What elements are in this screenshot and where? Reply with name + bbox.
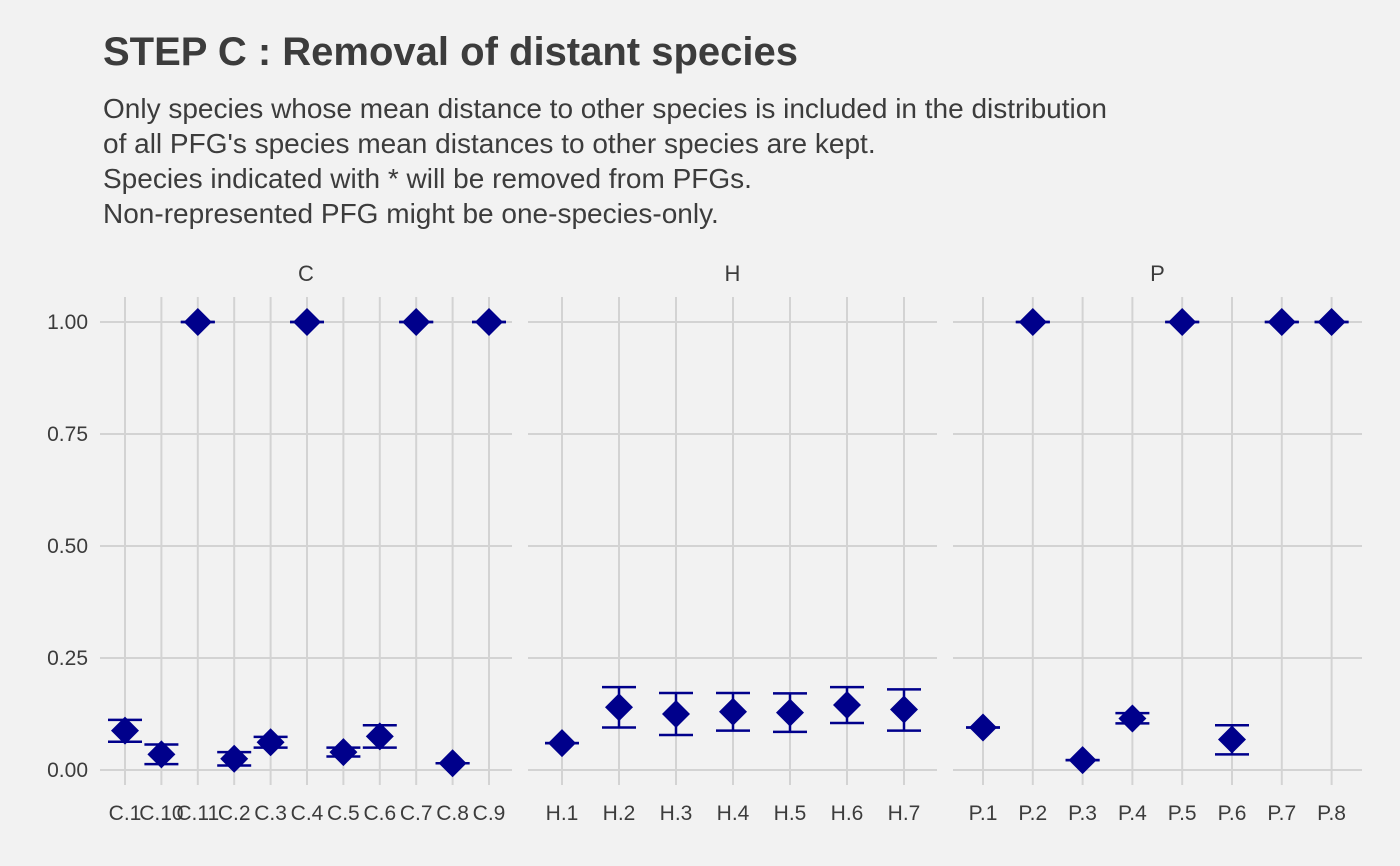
x-tick-label: C.3 bbox=[254, 802, 287, 825]
data-point bbox=[548, 729, 576, 758]
x-tick-label: H.7 bbox=[888, 802, 921, 825]
x-tick-label: C.1 bbox=[109, 802, 142, 825]
x-tick-label: H.3 bbox=[660, 802, 693, 825]
chart-subtitle: Only species whose mean distance to othe… bbox=[103, 91, 1107, 231]
data-point bbox=[890, 695, 918, 724]
y-tick-label: 0.75 bbox=[47, 423, 88, 446]
x-tick-label: C.2 bbox=[218, 802, 251, 825]
x-tick-label: P.5 bbox=[1168, 802, 1197, 825]
x-tick-label: C.4 bbox=[291, 802, 324, 825]
x-tick-label: C.5 bbox=[327, 802, 360, 825]
x-tick-label: H.1 bbox=[546, 802, 579, 825]
data-point bbox=[293, 308, 321, 336]
facet-strip-label: H bbox=[725, 261, 741, 286]
data-point bbox=[147, 740, 176, 769]
x-tick-label: P.6 bbox=[1218, 802, 1247, 825]
x-tick-label: H.5 bbox=[774, 802, 807, 825]
subtitle-line: Species indicated with * will be removed… bbox=[103, 163, 752, 194]
subtitle-line: of all PFG's species mean distances to o… bbox=[103, 128, 876, 159]
data-point bbox=[662, 700, 690, 728]
x-tick-label: P.3 bbox=[1068, 802, 1097, 825]
data-point bbox=[183, 308, 212, 336]
data-point bbox=[111, 716, 139, 745]
x-tick-label: C.7 bbox=[400, 802, 433, 825]
chart-title: STEP C : Removal of distant species bbox=[103, 30, 799, 74]
data-point bbox=[833, 691, 861, 720]
data-point bbox=[1118, 704, 1147, 733]
facet-strip-label: P bbox=[1150, 261, 1165, 286]
x-tick-label: P.1 bbox=[969, 802, 998, 825]
x-tick-label: C.10 bbox=[139, 802, 183, 825]
subtitle-line: Only species whose mean distance to othe… bbox=[103, 93, 1107, 124]
x-tick-label: H.4 bbox=[717, 802, 750, 825]
y-tick-label: 0.25 bbox=[47, 647, 88, 670]
data-point bbox=[329, 738, 358, 767]
data-point bbox=[1317, 308, 1346, 336]
data-point bbox=[365, 722, 394, 751]
data-point bbox=[438, 749, 467, 778]
y-tick-label: 1.00 bbox=[47, 311, 88, 334]
data-point bbox=[1168, 308, 1197, 336]
x-tick-label: C.8 bbox=[436, 802, 469, 825]
data-point bbox=[402, 308, 431, 336]
data-point bbox=[776, 698, 804, 727]
data-point bbox=[220, 744, 249, 773]
x-tick-label: C.9 bbox=[473, 802, 506, 825]
data-point bbox=[475, 308, 503, 336]
subtitle-line: Non-represented PFG might be one-species… bbox=[103, 198, 719, 229]
data-point bbox=[1267, 308, 1296, 336]
y-tick-label: 0.50 bbox=[47, 535, 88, 558]
x-tick-label: P.8 bbox=[1317, 802, 1346, 825]
y-tick-label: 0.00 bbox=[47, 759, 88, 782]
x-tick-label: H.2 bbox=[603, 802, 636, 825]
data-point bbox=[256, 728, 285, 757]
data-point bbox=[1068, 746, 1097, 775]
data-point bbox=[1218, 725, 1246, 754]
x-tick-label: C.6 bbox=[363, 802, 396, 825]
x-tick-label: H.6 bbox=[831, 802, 864, 825]
data-point bbox=[605, 693, 633, 722]
data-point bbox=[969, 713, 997, 742]
facet-strip-label: C bbox=[298, 261, 314, 286]
x-tick-label: P.7 bbox=[1267, 802, 1296, 825]
x-tick-label: P.4 bbox=[1118, 802, 1147, 825]
data-point bbox=[719, 697, 747, 726]
data-point bbox=[1018, 308, 1047, 336]
x-tick-label: P.2 bbox=[1018, 802, 1047, 825]
x-tick-label: C.11 bbox=[176, 802, 219, 825]
